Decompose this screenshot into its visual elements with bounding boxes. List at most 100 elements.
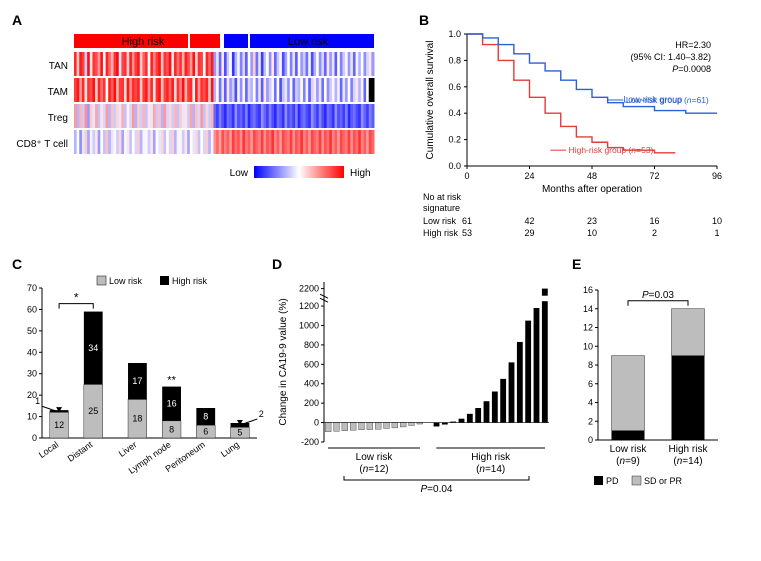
svg-text:Low risk: Low risk xyxy=(109,276,143,286)
svg-text:1000: 1000 xyxy=(299,320,319,330)
svg-text:10: 10 xyxy=(583,341,593,351)
svg-text:18: 18 xyxy=(132,414,142,424)
svg-text:High risk: High risk xyxy=(122,36,165,48)
svg-text:Low risk: Low risk xyxy=(288,36,329,48)
svg-text:Treg: Treg xyxy=(48,113,68,124)
svg-text:4: 4 xyxy=(588,398,593,408)
svg-text:12: 12 xyxy=(54,420,64,430)
ca199-waterfall: -2000200400600800100012002200Change in C… xyxy=(272,272,567,517)
svg-text:2: 2 xyxy=(652,228,657,238)
panel-d-label: D xyxy=(272,256,572,272)
svg-text:Low-risk group (n=61): Low-risk group (n=61) xyxy=(626,95,709,105)
row-2: C 010203040506070Low riskHigh risk121Loc… xyxy=(12,256,749,517)
svg-text:No at risk: No at risk xyxy=(423,192,462,202)
svg-text:PD: PD xyxy=(606,476,619,486)
svg-text:(n=14): (n=14) xyxy=(476,464,505,475)
svg-text:61: 61 xyxy=(462,216,472,226)
svg-text:96: 96 xyxy=(712,171,722,181)
heatmap: High riskLow riskTANTAMTregCD8⁺ T cellLo… xyxy=(12,28,412,228)
svg-text:16: 16 xyxy=(583,285,593,295)
svg-text:(n=9): (n=9) xyxy=(616,456,640,467)
row-1: A High riskLow riskTANTAMTregCD8⁺ T cell… xyxy=(12,12,749,238)
svg-text:Lung: Lung xyxy=(219,439,241,459)
svg-text:-200: -200 xyxy=(301,437,319,447)
svg-text:2: 2 xyxy=(259,409,264,419)
svg-text:P=0.03: P=0.03 xyxy=(642,290,674,301)
panel-b-label: B xyxy=(419,12,749,28)
svg-text:10: 10 xyxy=(587,228,597,238)
svg-text:400: 400 xyxy=(304,379,319,389)
svg-text:0.8: 0.8 xyxy=(448,55,461,65)
svg-text:1.0: 1.0 xyxy=(448,29,461,39)
recurrence-bar: 010203040506070Low riskHigh risk121Local… xyxy=(12,272,267,517)
svg-text:SD or PR: SD or PR xyxy=(644,476,683,486)
svg-text:High risk: High risk xyxy=(471,452,511,463)
svg-text:Low risk: Low risk xyxy=(423,216,457,226)
svg-text:12: 12 xyxy=(583,323,593,333)
svg-text:High risk: High risk xyxy=(669,444,709,455)
panel-e: E 0246810121416Low risk(n=9)High risk(n=… xyxy=(572,256,742,517)
svg-text:24: 24 xyxy=(524,171,534,181)
panel-e-label: E xyxy=(572,256,742,272)
svg-text:(n=14): (n=14) xyxy=(673,456,702,467)
svg-text:Low risk: Low risk xyxy=(610,444,648,455)
svg-text:HR=2.30: HR=2.30 xyxy=(675,40,711,50)
svg-text:42: 42 xyxy=(524,216,534,226)
svg-text:High: High xyxy=(350,168,371,179)
panel-b: B 0.00.20.40.60.81.0024487296Months afte… xyxy=(419,12,749,238)
svg-text:48: 48 xyxy=(587,171,597,181)
panel-a: A High riskLow riskTANTAMTregCD8⁺ T cell… xyxy=(12,12,419,238)
svg-text:40: 40 xyxy=(27,347,37,357)
panel-a-label: A xyxy=(12,12,419,28)
svg-text:Low risk: Low risk xyxy=(356,452,394,463)
svg-text:signature: signature xyxy=(423,203,460,213)
svg-text:High risk: High risk xyxy=(172,276,208,286)
svg-text:29: 29 xyxy=(524,228,534,238)
svg-text:TAM: TAM xyxy=(48,87,68,98)
svg-text:10: 10 xyxy=(712,216,722,226)
response-bar: 0246810121416Low risk(n=9)High risk(n=14… xyxy=(572,272,737,517)
svg-text:0.0: 0.0 xyxy=(448,161,461,171)
svg-text:50: 50 xyxy=(27,326,37,336)
svg-text:Cumulative overall survival: Cumulative overall survival xyxy=(425,41,436,160)
svg-text:5: 5 xyxy=(237,428,242,438)
svg-text:23: 23 xyxy=(587,216,597,226)
svg-text:17: 17 xyxy=(132,376,142,386)
svg-text:P=0.0008: P=0.0008 xyxy=(672,64,711,74)
svg-text:70: 70 xyxy=(27,283,37,293)
svg-text:2200: 2200 xyxy=(299,284,319,294)
svg-text:Local: Local xyxy=(37,439,60,460)
svg-text:(95% CI: 1.40–3.82): (95% CI: 1.40–3.82) xyxy=(630,52,711,62)
svg-text:Change in CA19-9 value (%): Change in CA19-9 value (%) xyxy=(278,298,289,425)
svg-text:200: 200 xyxy=(304,398,319,408)
svg-text:0: 0 xyxy=(32,433,37,443)
svg-text:High-risk group (n=53): High-risk group (n=53) xyxy=(569,145,654,155)
svg-text:53: 53 xyxy=(462,228,472,238)
svg-text:14: 14 xyxy=(583,304,593,314)
svg-text:8: 8 xyxy=(588,360,593,370)
svg-text:25: 25 xyxy=(88,406,98,416)
svg-text:**: ** xyxy=(167,375,176,387)
svg-text:High risk: High risk xyxy=(423,228,459,238)
svg-text:CD8⁺ T cell: CD8⁺ T cell xyxy=(16,139,68,150)
svg-text:1: 1 xyxy=(35,396,40,406)
svg-text:(n=12): (n=12) xyxy=(359,464,388,475)
svg-text:Liver: Liver xyxy=(117,439,139,458)
svg-text:800: 800 xyxy=(304,340,319,350)
panel-c-label: C xyxy=(12,256,272,272)
panel-c: C 010203040506070Low riskHigh risk121Loc… xyxy=(12,256,272,517)
svg-text:P=0.04: P=0.04 xyxy=(421,484,453,495)
svg-text:72: 72 xyxy=(649,171,659,181)
svg-text:0: 0 xyxy=(588,435,593,445)
svg-text:10: 10 xyxy=(27,412,37,422)
svg-text:8: 8 xyxy=(203,412,208,422)
panel-d: D -2000200400600800100012002200Change in… xyxy=(272,256,572,517)
svg-text:16: 16 xyxy=(167,399,177,409)
svg-text:Distant: Distant xyxy=(66,439,95,464)
svg-text:0.6: 0.6 xyxy=(448,82,461,92)
svg-text:0: 0 xyxy=(464,171,469,181)
svg-text:600: 600 xyxy=(304,359,319,369)
svg-text:34: 34 xyxy=(88,343,98,353)
svg-text:0.2: 0.2 xyxy=(448,135,461,145)
svg-text:8: 8 xyxy=(169,424,174,434)
